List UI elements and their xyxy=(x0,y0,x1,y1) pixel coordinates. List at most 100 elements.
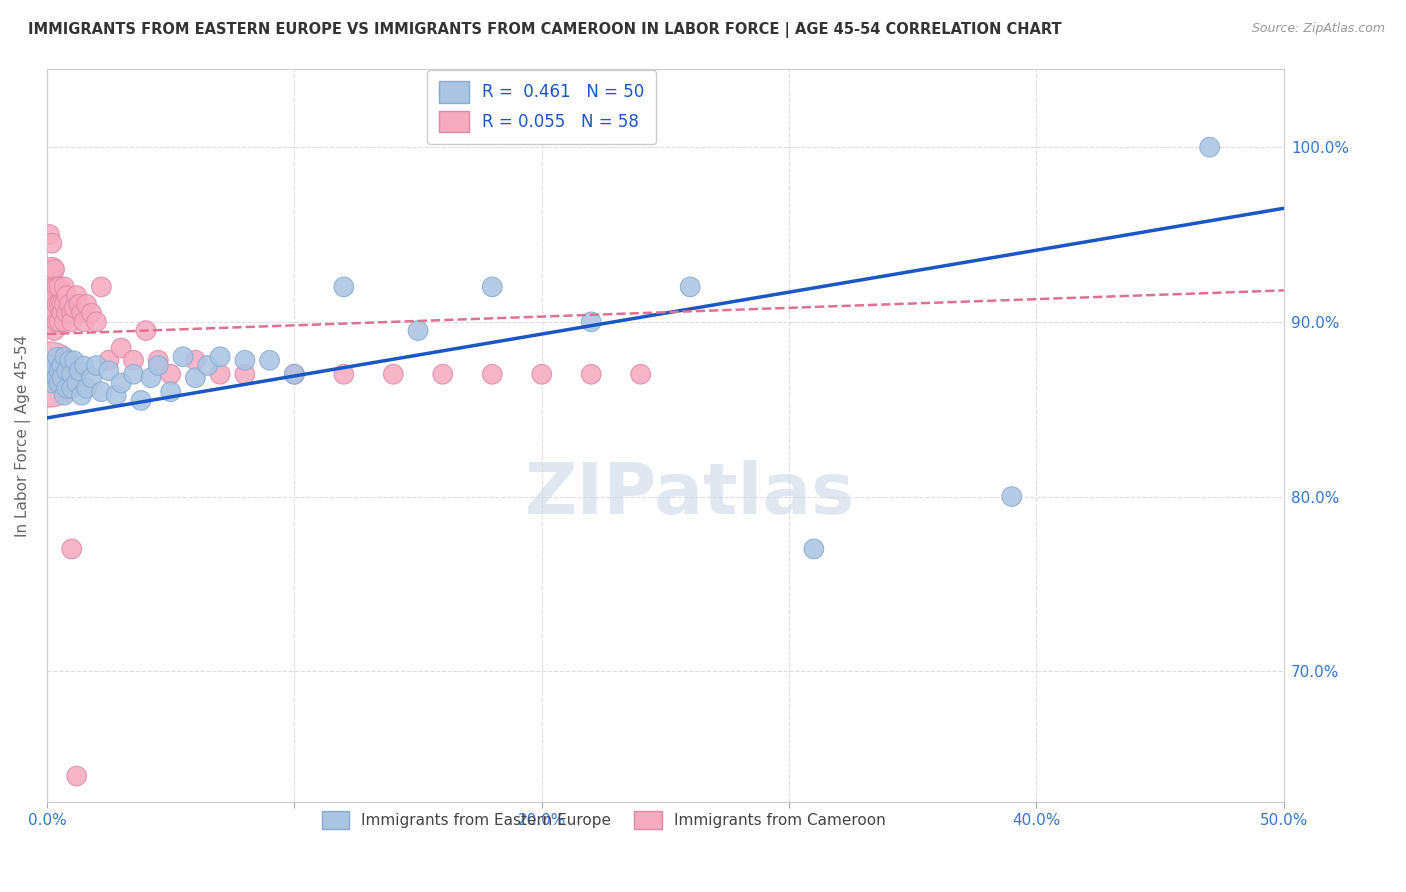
Point xyxy=(60,306,83,320)
Point xyxy=(184,353,207,368)
Point xyxy=(579,368,602,382)
Point xyxy=(197,359,219,373)
Point xyxy=(60,368,83,382)
Point xyxy=(45,297,67,311)
Text: Source: ZipAtlas.com: Source: ZipAtlas.com xyxy=(1251,22,1385,36)
Point xyxy=(73,359,96,373)
Point xyxy=(86,315,108,329)
Point xyxy=(44,288,66,302)
Point xyxy=(38,297,60,311)
Point xyxy=(38,227,60,242)
Point xyxy=(803,541,825,556)
Point xyxy=(51,306,73,320)
Point xyxy=(110,376,132,390)
Point xyxy=(53,315,76,329)
Point xyxy=(45,350,67,364)
Point xyxy=(60,381,83,395)
Point xyxy=(41,262,63,277)
Point xyxy=(159,368,181,382)
Point xyxy=(630,368,652,382)
Point xyxy=(55,288,77,302)
Point xyxy=(90,384,112,399)
Y-axis label: In Labor Force | Age 45-54: In Labor Force | Age 45-54 xyxy=(15,334,31,536)
Point xyxy=(66,769,89,783)
Point xyxy=(38,368,60,382)
Point xyxy=(48,364,70,378)
Point xyxy=(41,376,63,390)
Point xyxy=(148,359,170,373)
Point xyxy=(382,368,405,382)
Point xyxy=(70,388,93,402)
Point xyxy=(129,393,152,408)
Point xyxy=(45,280,67,294)
Point xyxy=(58,297,80,311)
Point xyxy=(1198,140,1220,154)
Point xyxy=(209,350,232,364)
Point xyxy=(184,370,207,384)
Point xyxy=(110,341,132,355)
Point xyxy=(333,368,356,382)
Point xyxy=(172,350,194,364)
Point xyxy=(67,297,90,311)
Point xyxy=(48,315,70,329)
Point xyxy=(209,368,232,382)
Point xyxy=(51,297,73,311)
Point xyxy=(45,370,67,384)
Point xyxy=(60,315,83,329)
Point xyxy=(259,353,281,368)
Point xyxy=(76,381,98,395)
Legend: Immigrants from Eastern Europe, Immigrants from Cameroon: Immigrants from Eastern Europe, Immigran… xyxy=(315,805,891,835)
Point xyxy=(80,306,103,320)
Point xyxy=(44,368,66,382)
Text: ZIPatlas: ZIPatlas xyxy=(524,459,855,529)
Point xyxy=(66,288,89,302)
Point xyxy=(55,306,77,320)
Point xyxy=(283,368,305,382)
Point xyxy=(67,364,90,378)
Point xyxy=(159,384,181,399)
Point xyxy=(63,353,86,368)
Point xyxy=(530,368,553,382)
Point xyxy=(60,541,83,556)
Point xyxy=(76,297,98,311)
Point xyxy=(53,350,76,364)
Point xyxy=(70,306,93,320)
Text: IMMIGRANTS FROM EASTERN EUROPE VS IMMIGRANTS FROM CAMEROON IN LABOR FORCE | AGE : IMMIGRANTS FROM EASTERN EUROPE VS IMMIGR… xyxy=(28,22,1062,38)
Point xyxy=(139,370,162,384)
Point xyxy=(44,324,66,338)
Point xyxy=(1001,490,1024,504)
Point xyxy=(432,368,454,382)
Point xyxy=(44,297,66,311)
Point xyxy=(48,376,70,390)
Point xyxy=(44,262,66,277)
Point xyxy=(53,280,76,294)
Point xyxy=(48,280,70,294)
Point xyxy=(481,368,503,382)
Point xyxy=(97,364,120,378)
Point xyxy=(97,353,120,368)
Point xyxy=(105,388,128,402)
Point xyxy=(53,297,76,311)
Point xyxy=(90,280,112,294)
Point xyxy=(122,353,145,368)
Point xyxy=(73,315,96,329)
Point xyxy=(679,280,702,294)
Point xyxy=(41,271,63,285)
Point xyxy=(41,236,63,251)
Point xyxy=(63,301,86,315)
Point xyxy=(233,353,256,368)
Point xyxy=(44,280,66,294)
Point xyxy=(66,376,89,390)
Point xyxy=(406,324,429,338)
Point xyxy=(58,353,80,368)
Point xyxy=(51,359,73,373)
Point xyxy=(41,359,63,373)
Point xyxy=(38,280,60,294)
Point xyxy=(38,368,60,382)
Point xyxy=(135,324,157,338)
Point xyxy=(44,306,66,320)
Point xyxy=(122,368,145,382)
Point xyxy=(283,368,305,382)
Point xyxy=(48,297,70,311)
Point xyxy=(44,359,66,373)
